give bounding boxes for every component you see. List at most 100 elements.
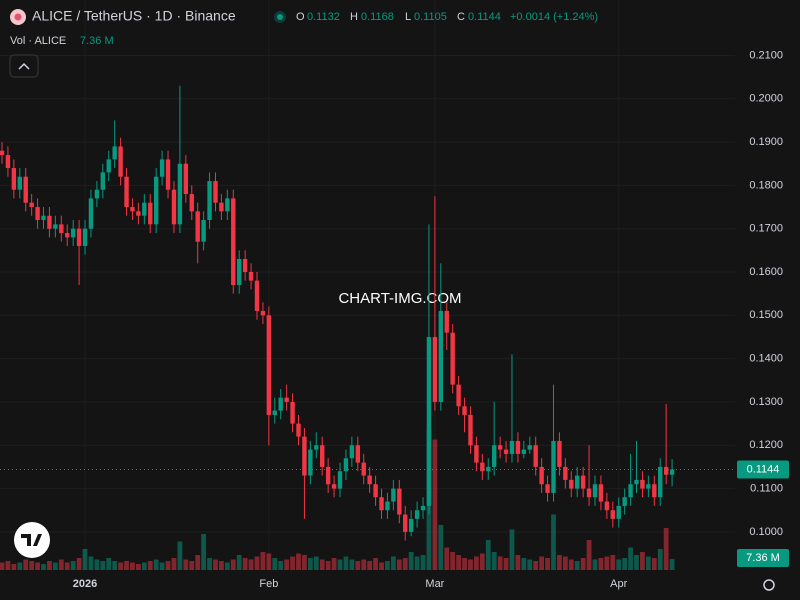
candle-body [503,449,509,454]
volume-bar [402,558,408,570]
candle-body [468,414,473,446]
status-dot [277,14,283,20]
candle-body [349,445,355,459]
candle-body [545,484,550,493]
candle-body [527,445,532,450]
volume-bar [224,562,230,570]
volume-bar [195,555,201,570]
volume-bar [634,555,639,570]
low-label: L [405,11,411,23]
volume-bar [444,547,450,570]
candle-body [106,159,111,173]
candle-body [539,466,544,485]
volume-bar [165,561,171,570]
y-tick-label: 0.1500 [749,309,783,321]
candle-body [148,202,153,225]
volume-bar [29,561,35,570]
symbol-icon-dot [14,13,22,21]
volume-bar [628,547,633,570]
volume-bar [622,558,628,570]
candle-body [320,445,325,467]
volume-bar [367,561,373,570]
close-value: 0.1144 [468,11,501,23]
volume-bar [189,561,195,570]
candle-body [634,479,639,485]
candle-body [325,466,331,485]
candle-body [0,150,5,156]
candle-body [278,397,283,411]
candle-body [237,259,242,285]
volume-bar [5,561,11,570]
volume-bar [47,561,52,570]
candle-body [183,163,189,195]
volume-bar [313,556,319,570]
symbol-title: ALICE / TetherUS · 1D · Binance [32,8,236,24]
open-label: O [296,11,305,23]
candle-body [426,336,432,506]
candle-body [343,458,349,472]
candle-body [604,501,610,511]
close-label: C [457,11,465,23]
candle-body [219,202,224,212]
volume-bar [130,562,135,570]
volume-bar [11,564,17,570]
volume-tag [737,549,789,567]
x-tick-label: Feb [259,578,278,590]
candle-body [669,469,675,475]
candle-body [159,159,165,177]
logo-mark [21,534,42,546]
collapse-button[interactable] [9,54,39,78]
candle-body [391,488,396,502]
volume-bar [396,559,402,570]
candle-body [640,479,645,489]
candle-body [35,207,40,221]
volume-bar [580,558,586,570]
candle-body [337,471,343,489]
volume-bar [551,514,556,570]
volume-bar [58,559,64,570]
volume-bar [177,541,183,570]
volume-bar [414,556,420,570]
volume-bar [604,556,610,570]
candle-body [563,466,568,480]
settings-icon[interactable] [763,579,775,591]
candle-body [622,497,627,506]
volume-bar [545,558,550,570]
y-tick-label: 0.1700 [749,223,783,235]
candle-body [592,484,598,498]
candle-body [302,436,307,476]
candle-body [414,510,420,519]
candle-body [142,202,147,216]
candle-body [225,198,230,212]
candle-body [130,207,135,212]
candle-body [569,479,574,489]
volume-bar [373,558,378,570]
candle-body [177,163,183,225]
volume-bar [290,556,295,570]
volume-bar [574,561,580,570]
candle-body [397,488,402,515]
low-value: 0.1105 [414,11,447,23]
candle-body [444,310,449,333]
volume-bar [645,556,651,570]
candle-body [17,176,22,190]
volume-bar [651,558,657,570]
candle-body [254,280,260,311]
candle-body [100,172,106,190]
candle-body [231,198,236,285]
candle-body [385,501,390,511]
candle-body [94,189,100,199]
candle-body [314,445,319,450]
candle-body [551,440,556,493]
candle-body [515,440,521,454]
volume-bar [76,558,82,570]
candle-body [580,475,586,489]
candle-body [59,224,64,234]
y-tick-label: 0.1300 [749,396,783,408]
volume-bar [236,555,242,570]
candle-body [70,228,76,238]
volume-bar [669,558,675,570]
volume-bar [527,559,533,570]
last-price-tag [737,460,789,479]
